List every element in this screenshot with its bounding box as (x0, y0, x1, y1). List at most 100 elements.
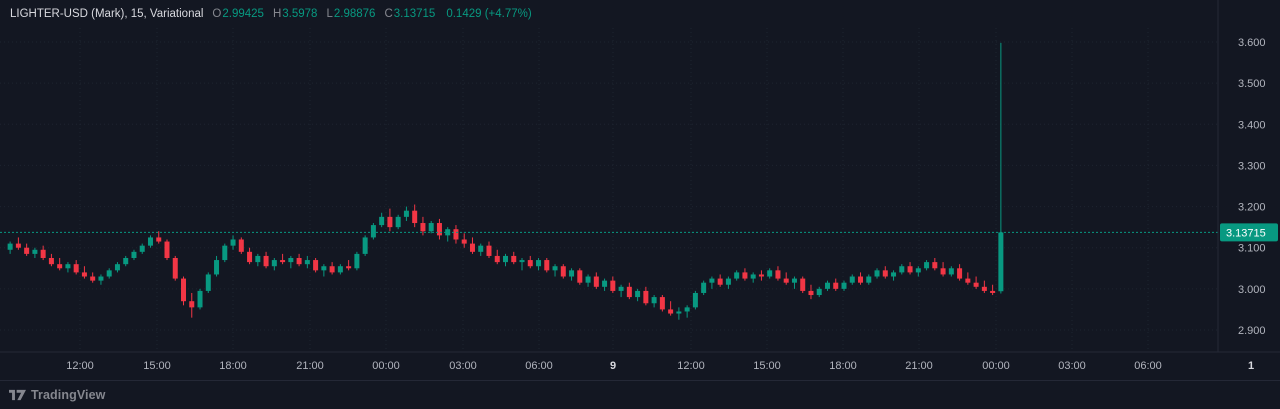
candle-body (717, 278, 723, 285)
candle-body (379, 216, 385, 226)
symbol-title[interactable]: LIGHTER-USD (Mark), 15, Variational (10, 8, 204, 20)
time-tick-label[interactable]: 06:00 (525, 360, 553, 372)
candle-body (998, 232, 1004, 292)
candle-body (362, 237, 368, 254)
candle-body (271, 260, 277, 267)
candle-body (40, 249, 46, 259)
price-tick-label[interactable]: 3.200 (1238, 202, 1266, 214)
candle-body (445, 229, 451, 236)
candle-body (420, 223, 426, 232)
candle-body (329, 266, 335, 273)
time-tick-label[interactable]: 03:00 (449, 360, 477, 372)
candle-body (924, 262, 930, 269)
candle-body (750, 274, 756, 279)
candle-body (973, 282, 979, 287)
candle-body (494, 255, 500, 263)
candle-body (849, 276, 855, 283)
time-tick-label[interactable]: 12:00 (66, 360, 94, 372)
candle-body (775, 270, 781, 279)
candle-body (32, 249, 38, 254)
candle-body (354, 253, 360, 269)
candle-body (882, 270, 888, 277)
candle-body (304, 260, 310, 265)
time-tick-label[interactable]: 1 (1248, 360, 1254, 372)
candle-body (536, 260, 542, 267)
candle-body (800, 278, 806, 291)
candle-body (321, 266, 327, 271)
time-tick-label[interactable]: 00:00 (982, 360, 1010, 372)
time-tick-label[interactable]: 03:00 (1058, 360, 1086, 372)
candle-body (403, 210, 409, 217)
price-tick-label[interactable]: 3.100 (1238, 243, 1266, 255)
change-value: 0.1429 (+4.77%) (446, 8, 532, 20)
candle-body (948, 268, 954, 275)
price-tick-label[interactable]: 3.600 (1238, 37, 1266, 49)
time-tick-label[interactable]: 06:00 (1134, 360, 1162, 372)
time-tick-label[interactable]: 00:00 (372, 360, 400, 372)
candle-body (436, 223, 442, 236)
time-tick-label[interactable]: 18:00 (219, 360, 247, 372)
candle-body (841, 282, 847, 289)
candle-body (569, 270, 575, 277)
candle-body (123, 258, 129, 265)
candle-body (73, 264, 79, 273)
price-tick-label[interactable]: 3.500 (1238, 78, 1266, 90)
candle-body (156, 237, 162, 242)
candle-body (560, 266, 566, 277)
candle-body (15, 243, 21, 248)
candle-body (709, 278, 715, 283)
candle-body (90, 276, 96, 281)
candle-body (7, 243, 13, 250)
price-tick-label[interactable]: 2.900 (1238, 325, 1266, 337)
tradingview-link[interactable]: TradingView (9, 388, 106, 402)
time-tick-label[interactable]: 15:00 (143, 360, 171, 372)
candle-body (453, 229, 459, 240)
bottom-toolbar: TradingView (0, 380, 1280, 408)
candle-body (791, 278, 797, 283)
last-price-badge (1220, 223, 1278, 242)
candle-body (891, 272, 897, 277)
candle-body (139, 245, 145, 252)
time-tick-label[interactable]: 15:00 (753, 360, 781, 372)
candle-body (81, 272, 87, 277)
price-tick-label[interactable]: 3.300 (1238, 160, 1266, 172)
candle-body (932, 262, 938, 269)
time-tick-label[interactable]: 21:00 (296, 360, 324, 372)
candle-body (668, 309, 674, 314)
candle-body (24, 247, 30, 254)
tradingview-label: TradingView (31, 387, 106, 402)
time-tick-label[interactable]: 21:00 (905, 360, 933, 372)
price-tick-label[interactable]: 3.000 (1238, 284, 1266, 296)
candle-body (48, 258, 54, 265)
candle-body (659, 297, 665, 310)
candle-body (337, 266, 343, 273)
time-tick-label[interactable]: 12:00 (677, 360, 705, 372)
time-tick-label[interactable]: 9 (610, 360, 616, 372)
candle-body (313, 260, 319, 271)
candle-body (238, 239, 244, 252)
candle-body (346, 266, 352, 269)
candle-body (858, 276, 864, 283)
candle-body (585, 276, 591, 283)
candle-body (651, 297, 657, 304)
candle-body (990, 290, 996, 293)
ohlc-open: O 2.99425 (212, 8, 264, 20)
chart-legend: LIGHTER-USD (Mark), 15, Variational O 2.9… (10, 7, 532, 21)
time-tick-label[interactable]: 18:00 (829, 360, 857, 372)
candle-body (940, 268, 946, 275)
candle-body (676, 311, 682, 314)
candle-body (511, 255, 517, 263)
candle-body (222, 245, 228, 261)
candle-body (205, 274, 211, 291)
candle-body (412, 210, 418, 224)
candle-body (255, 255, 261, 263)
price-tick-label[interactable]: 3.400 (1238, 119, 1266, 131)
candle-body (172, 258, 178, 279)
candle-body (808, 290, 814, 296)
candle-body (874, 270, 880, 277)
candle-body (189, 301, 195, 308)
candle-body (610, 280, 616, 291)
candle-body (230, 239, 236, 246)
